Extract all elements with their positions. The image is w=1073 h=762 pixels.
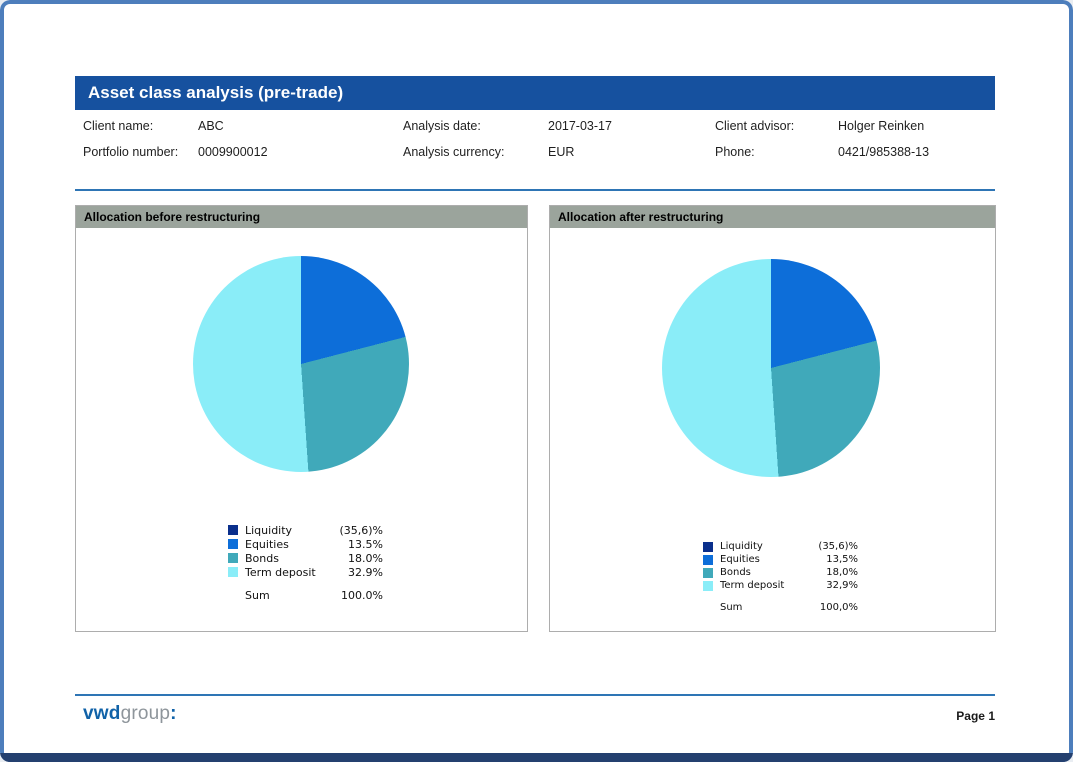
legend-value: (35,6)% bbox=[810, 541, 858, 552]
liquidity-swatch bbox=[228, 525, 238, 535]
legend-label: Equities bbox=[720, 554, 810, 565]
analysis-currency-value: EUR bbox=[548, 145, 715, 159]
analysis-date-label: Analysis date: bbox=[403, 119, 548, 133]
legend-sum-row: Sum 100.0% bbox=[228, 588, 383, 602]
legend-label: Term deposit bbox=[245, 566, 335, 579]
legend-label: Bonds bbox=[720, 567, 810, 578]
bonds-swatch bbox=[228, 553, 238, 563]
legend-before: Liquidity (35,6)% Equities 13.5% Bonds 1… bbox=[228, 523, 383, 602]
legend-item-bonds: Bonds 18,0% bbox=[703, 566, 858, 579]
sum-value: 100,0% bbox=[810, 602, 858, 613]
equities-swatch bbox=[703, 555, 713, 565]
blank-swatch bbox=[228, 590, 238, 600]
panel-after-header: Allocation after restructuring bbox=[550, 206, 995, 228]
bonds-swatch bbox=[703, 568, 713, 578]
report-page: Asset class analysis (pre-trade) Client … bbox=[0, 0, 1073, 762]
legend-label: Liquidity bbox=[245, 524, 335, 537]
portfolio-number-label: Portfolio number: bbox=[83, 145, 198, 159]
legend-label: Equities bbox=[245, 538, 335, 551]
legend-item-equities: Equities 13.5% bbox=[228, 537, 383, 551]
sum-label: Sum bbox=[245, 589, 335, 602]
equities-swatch bbox=[228, 539, 238, 549]
client-advisor-value: Holger Reinken bbox=[838, 119, 995, 133]
legend-item-equities: Equities 13,5% bbox=[703, 553, 858, 566]
term-deposit-swatch bbox=[703, 581, 713, 591]
vwd-group-logo: vwdgroup: bbox=[83, 703, 177, 725]
legend-sum-row: Sum 100,0% bbox=[703, 601, 858, 614]
legend-label: Liquidity bbox=[720, 541, 810, 552]
legend-value: 32,9% bbox=[810, 580, 858, 591]
term-deposit-swatch bbox=[228, 567, 238, 577]
legend-label: Term deposit bbox=[720, 580, 810, 591]
page-title: Asset class analysis (pre-trade) bbox=[88, 83, 343, 102]
sum-value: 100.0% bbox=[335, 589, 383, 602]
logo-colon-text: : bbox=[170, 703, 177, 724]
blank-swatch bbox=[703, 603, 713, 613]
legend-value: 32.9% bbox=[335, 566, 383, 579]
pie-chart-after bbox=[662, 259, 880, 477]
client-advisor-label: Client advisor: bbox=[715, 119, 838, 133]
header-divider-line bbox=[75, 189, 995, 191]
analysis-currency-label: Analysis currency: bbox=[403, 145, 548, 159]
legend-value: 13.5% bbox=[335, 538, 383, 551]
pie-chart-before bbox=[193, 256, 409, 472]
legend-value: 13,5% bbox=[810, 554, 858, 565]
legend-value: 18.0% bbox=[335, 552, 383, 565]
window-bottom-edge bbox=[0, 753, 1073, 762]
legend-item-term-deposit: Term deposit 32.9% bbox=[228, 565, 383, 579]
liquidity-swatch bbox=[703, 542, 713, 552]
legend-item-liquidity: Liquidity (35,6)% bbox=[228, 523, 383, 537]
legend-item-liquidity: Liquidity (35,6)% bbox=[703, 540, 858, 553]
page-number: Page 1 bbox=[956, 709, 995, 723]
client-name-value: ABC bbox=[198, 119, 403, 133]
logo-vwd-text: vwd bbox=[83, 703, 121, 724]
client-info-row-1: Client name: ABC Analysis date: 2017-03-… bbox=[83, 117, 995, 135]
legend-value: 18,0% bbox=[810, 567, 858, 578]
legend-value: (35,6)% bbox=[335, 524, 383, 537]
client-name-label: Client name: bbox=[83, 119, 198, 133]
footer-divider-line bbox=[75, 694, 995, 696]
legend-after: Liquidity (35,6)% Equities 13,5% Bonds 1… bbox=[703, 540, 858, 614]
logo-group-text: group bbox=[121, 703, 171, 724]
legend-label: Bonds bbox=[245, 552, 335, 565]
panel-allocation-after: Allocation after restructuring Liquidity… bbox=[549, 205, 996, 632]
client-info-row-2: Portfolio number: 0009900012 Analysis cu… bbox=[83, 143, 995, 161]
portfolio-number-value: 0009900012 bbox=[198, 145, 403, 159]
panel-allocation-before: Allocation before restructuring Liquidit… bbox=[75, 205, 528, 632]
phone-value: 0421/985388-13 bbox=[838, 145, 995, 159]
legend-item-term-deposit: Term deposit 32,9% bbox=[703, 579, 858, 592]
panel-before-title: Allocation before restructuring bbox=[84, 210, 260, 224]
sum-label: Sum bbox=[720, 602, 810, 613]
panel-before-header: Allocation before restructuring bbox=[76, 206, 527, 228]
phone-label: Phone: bbox=[715, 145, 838, 159]
legend-item-bonds: Bonds 18.0% bbox=[228, 551, 383, 565]
analysis-date-value: 2017-03-17 bbox=[548, 119, 715, 133]
report-title-bar: Asset class analysis (pre-trade) bbox=[75, 76, 995, 110]
panel-after-title: Allocation after restructuring bbox=[558, 210, 723, 224]
